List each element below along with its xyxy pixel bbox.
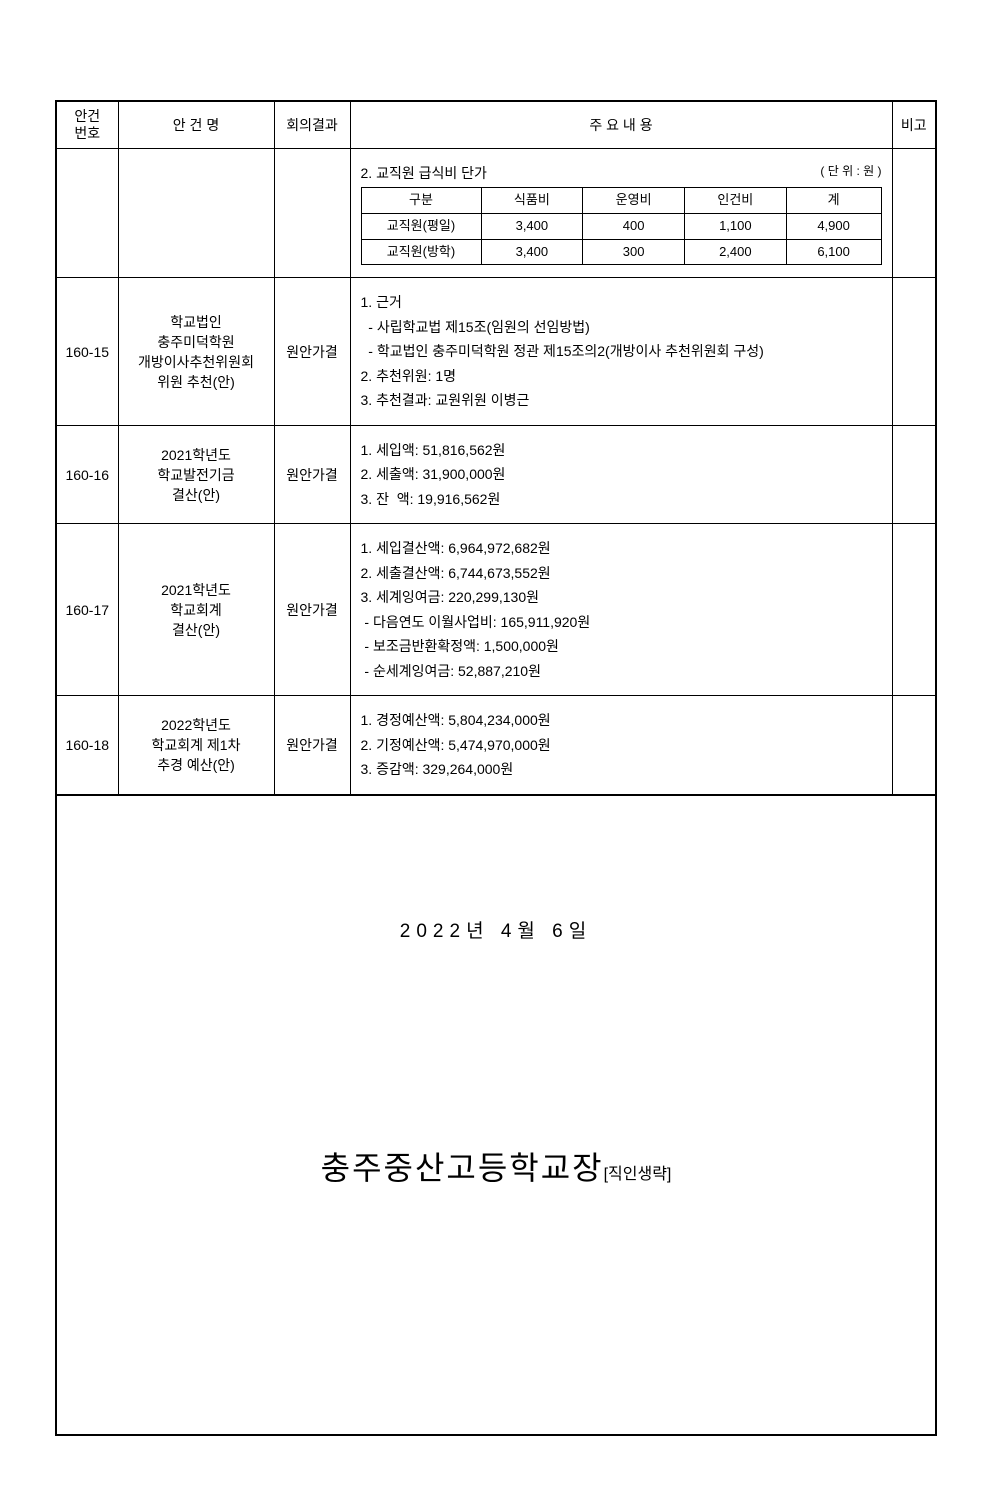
cell-content: 1. 근거 - 사립학교법 제15조(임원의 선임방법) - 학교법인 충주미덕…: [350, 278, 892, 426]
name-line: 학교회계 제1차: [125, 735, 268, 755]
content-line: 2. 기정예산액: 5,474,970,000원: [361, 733, 882, 758]
cell-name: 2021학년도 학교발전기금 결산(안): [118, 425, 274, 524]
cell-num: 160-16: [56, 425, 118, 524]
content-line: - 다음연도 이월사업비: 165,911,920원: [361, 610, 882, 635]
table-row: 160-16 2021학년도 학교발전기금 결산(안) 원안가결 1. 세입액:…: [56, 425, 936, 524]
content-line: - 순세계잉여금: 52,887,210원: [361, 659, 882, 684]
fee-col: 계: [786, 188, 881, 214]
fee-col: 식품비: [481, 188, 583, 214]
cell-result: 원안가결: [274, 425, 350, 524]
fee-title: 2. 교직원 급식비 단가: [361, 165, 487, 181]
name-line: 2022학년도: [125, 715, 268, 735]
cell-content: 1. 세입결산액: 6,964,972,682원 2. 세출결산액: 6,744…: [350, 524, 892, 696]
content-line: - 사립학교법 제15조(임원의 선임방법): [361, 315, 882, 340]
name-line: 추경 예산(안): [125, 755, 268, 775]
header-remark: 비고: [892, 101, 936, 148]
name-line: 결산(안): [125, 620, 268, 640]
cell-remark: [892, 696, 936, 795]
cell-remark: [892, 278, 936, 426]
principal-line: 충주중산고등학교장[직인생략]: [97, 1143, 895, 1189]
content-line: - 학교법인 충주미덕학원 정관 제15조의2(개방이사 추천위원회 구성): [361, 339, 882, 364]
name-line: 결산(안): [125, 485, 268, 505]
cell-name: 2022학년도 학교회계 제1차 추경 예산(안): [118, 696, 274, 795]
cell-content: 1. 경정예산액: 5,804,234,000원 2. 기정예산액: 5,474…: [350, 696, 892, 795]
cell-name: 2021학년도 학교회계 결산(안): [118, 524, 274, 696]
content-line: 3. 추천결과: 교원위원 이병근: [361, 388, 882, 413]
cell-result: 원안가결: [274, 696, 350, 795]
table-row: 160-17 2021학년도 학교회계 결산(안) 원안가결 1. 세입결산액:…: [56, 524, 936, 696]
name-line: 학교발전기금: [125, 465, 268, 485]
header-result: 회의결과: [274, 101, 350, 148]
signature-area: 2022년 4월 6일 충주중산고등학교장[직인생략]: [55, 796, 937, 1436]
name-line: 학교법인: [125, 312, 268, 332]
agenda-table: 안건 번호 안 건 명 회의결과 주 요 내 용 비고 2. 교직원 급식비 단…: [55, 100, 937, 796]
content-line: 2. 세출액: 31,900,000원: [361, 462, 882, 487]
cell-result: [274, 148, 350, 278]
name-line: 위원 추천(안): [125, 372, 268, 392]
fee-col: 운영비: [583, 188, 685, 214]
cell-name: 학교법인 충주미덕학원 개방이사추천위원회 위원 추천(안): [118, 278, 274, 426]
fee-col: 인건비: [684, 188, 786, 214]
principal-suffix: [직인생략]: [604, 1166, 672, 1183]
fee-cell: 교직원(평일): [361, 213, 481, 239]
cell-result: 원안가결: [274, 278, 350, 426]
fee-cell: 3,400: [481, 239, 583, 265]
table-row: 160-15 학교법인 충주미덕학원 개방이사추천위원회 위원 추천(안) 원안…: [56, 278, 936, 426]
fee-table: 구분 식품비 운영비 인건비 계 교직원(평일) 3,400 400 1,100…: [361, 187, 882, 265]
content-line: - 보조금반환확정액: 1,500,000원: [361, 634, 882, 659]
cell-remark: [892, 524, 936, 696]
header-num: 안건 번호: [56, 101, 118, 148]
header-num-l1: 안건: [74, 108, 100, 124]
cell-remark: [892, 148, 936, 278]
cell-num: 160-17: [56, 524, 118, 696]
content-line: 2. 추천위원: 1명: [361, 364, 882, 389]
name-line: 충주미덕학원: [125, 332, 268, 352]
fee-cell: 2,400: [684, 239, 786, 265]
table-row: 2. 교직원 급식비 단가 ( 단 위 : 원 ) 구분 식품비 운영비 인건비…: [56, 148, 936, 278]
content-line: 3. 세계잉여금: 220,299,130원: [361, 585, 882, 610]
cell-content: 2. 교직원 급식비 단가 ( 단 위 : 원 ) 구분 식품비 운영비 인건비…: [350, 148, 892, 278]
name-line: 2021학년도: [125, 580, 268, 600]
cell-result: 원안가결: [274, 524, 350, 696]
fee-col: 구분: [361, 188, 481, 214]
content-line: 1. 근거: [361, 290, 882, 315]
content-line: 1. 세입결산액: 6,964,972,682원: [361, 536, 882, 561]
fee-cell: 1,100: [684, 213, 786, 239]
content-line: 3. 잔 액: 19,916,562원: [361, 487, 882, 512]
fee-cell: 400: [583, 213, 685, 239]
cell-content: 1. 세입액: 51,816,562원 2. 세출액: 31,900,000원 …: [350, 425, 892, 524]
table-row: 160-18 2022학년도 학교회계 제1차 추경 예산(안) 원안가결 1.…: [56, 696, 936, 795]
fee-header: 2. 교직원 급식비 단가 ( 단 위 : 원 ): [361, 161, 882, 186]
header-content: 주 요 내 용: [350, 101, 892, 148]
content-line: 2. 세출결산액: 6,744,673,552원: [361, 561, 882, 586]
content-line: 1. 경정예산액: 5,804,234,000원: [361, 708, 882, 733]
fee-cell: 6,100: [786, 239, 881, 265]
cell-num: [56, 148, 118, 278]
fee-cell: 3,400: [481, 213, 583, 239]
cell-num: 160-18: [56, 696, 118, 795]
cell-name: [118, 148, 274, 278]
fee-cell: 300: [583, 239, 685, 265]
fee-cell: 교직원(방학): [361, 239, 481, 265]
fee-unit: ( 단 위 : 원 ): [820, 161, 881, 182]
name-line: 학교회계: [125, 600, 268, 620]
name-line: 2021학년도: [125, 445, 268, 465]
cell-remark: [892, 425, 936, 524]
header-name: 안 건 명: [118, 101, 274, 148]
header-num-l2: 번호: [74, 125, 100, 141]
name-line: 개방이사추천위원회: [125, 352, 268, 372]
content-line: 1. 세입액: 51,816,562원: [361, 438, 882, 463]
fee-cell: 4,900: [786, 213, 881, 239]
cell-num: 160-15: [56, 278, 118, 426]
content-line: 3. 증감액: 329,264,000원: [361, 757, 882, 782]
principal-name: 충주중산고등학교장: [321, 1150, 604, 1186]
date-line: 2022년 4월 6일: [97, 916, 895, 943]
